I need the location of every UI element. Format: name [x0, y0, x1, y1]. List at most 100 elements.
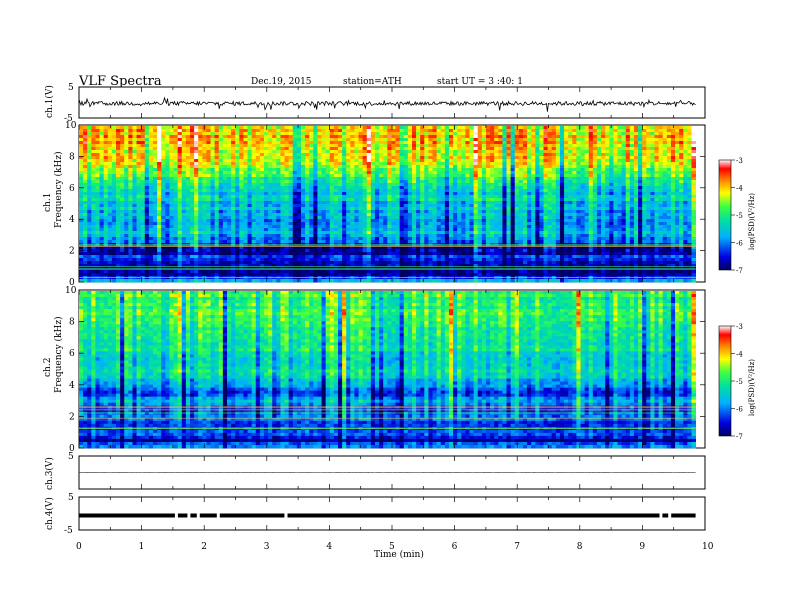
spectrogram-cell [367, 213, 372, 216]
spectrogram-cell [679, 162, 684, 165]
spectrogram-cell [683, 132, 688, 135]
spectrogram-cell [387, 195, 392, 198]
spectrogram-cell [359, 150, 364, 153]
spectrogram-cell [515, 216, 520, 219]
spectrogram-cell [453, 195, 458, 198]
spectrogram-cell [243, 171, 248, 174]
spectrogram-cell [679, 126, 684, 129]
spectrogram-cell [638, 147, 643, 150]
spectrogram-cell [618, 195, 623, 198]
spectrogram-cell [449, 129, 454, 132]
spectrogram-cell [301, 195, 306, 198]
spectrogram-cell [342, 147, 347, 150]
spectrogram-cell [416, 210, 421, 213]
spectrogram-cell [91, 177, 96, 180]
spectrogram-cell [560, 216, 565, 219]
spectrogram-cell [301, 126, 306, 129]
spectrogram-cell [494, 213, 499, 216]
spectrogram-cell [457, 180, 462, 183]
spectrogram-cell [108, 144, 113, 147]
spectrogram-cell [91, 135, 96, 138]
spectrogram-cell [342, 126, 347, 129]
spectrogram-cell [305, 156, 310, 159]
spectrogram-cell [223, 132, 228, 135]
spectrogram-cell [178, 168, 183, 171]
spectrogram-cell [91, 153, 96, 156]
spectrogram-cell [519, 201, 524, 204]
spectrogram-cell [679, 183, 684, 186]
spectrogram-cell [428, 177, 433, 180]
spectrogram-cell [461, 186, 466, 189]
spectrogram-cell [634, 180, 639, 183]
spectrogram-cell [597, 177, 602, 180]
spectrogram-cell [198, 129, 203, 132]
spectrogram-cell [404, 186, 409, 189]
spectrogram-cell [408, 186, 413, 189]
spectrogram-cell [276, 189, 281, 192]
spectrogram-cell [227, 165, 232, 168]
spectrogram-cell [486, 177, 491, 180]
spectrogram-cell [572, 222, 577, 225]
spectrogram-cell [650, 150, 655, 153]
spectrogram-cell [243, 201, 248, 204]
spectrogram-cell [445, 177, 450, 180]
spectrogram-cell [511, 162, 516, 165]
spectrogram-cell [243, 204, 248, 207]
spectrogram-cell [638, 129, 643, 132]
spectrogram-cell [276, 174, 281, 177]
spectrogram-cell [605, 144, 610, 147]
spectrogram-cell [642, 204, 647, 207]
spectrogram-cell [215, 138, 220, 141]
spectrogram-cell [519, 189, 524, 192]
spectrogram-cell [659, 138, 664, 141]
spectrogram-cell [79, 165, 84, 168]
spectrogram-cell [531, 189, 536, 192]
spectrogram-cell [285, 183, 290, 186]
spectrogram-cell [252, 129, 257, 132]
spectrogram-cell [396, 135, 401, 138]
spectrogram-cell [679, 186, 684, 189]
spectrogram-cell [638, 219, 643, 222]
spectrogram-cell [227, 132, 232, 135]
spectrogram-cell [108, 201, 113, 204]
spectrogram-cell [391, 141, 396, 144]
spectrogram-cell [539, 192, 544, 195]
spectrogram-cell [482, 138, 487, 141]
spectrogram-cell [474, 153, 479, 156]
spectrogram-cell [198, 174, 203, 177]
spectrogram-cell [108, 210, 113, 213]
spectrogram-cell [692, 135, 697, 138]
spectrogram-cell [79, 153, 84, 156]
spectrogram-cell [128, 201, 133, 204]
spectrogram-cell [289, 132, 294, 135]
spectrogram-cell [498, 195, 503, 198]
spectrogram-cell [650, 180, 655, 183]
spectrogram-cell [293, 156, 298, 159]
spectrogram-cell [404, 204, 409, 207]
spectrogram-cell [268, 177, 273, 180]
spectrogram-cell [272, 162, 277, 165]
spectrogram-cell [338, 210, 343, 213]
spectrogram-cell [375, 177, 380, 180]
spectrogram-cell [350, 219, 355, 222]
spectrogram-cell [95, 126, 100, 129]
spectrogram-cell [683, 168, 688, 171]
spectrogram-cell [441, 186, 446, 189]
spectrogram-cell [568, 159, 573, 162]
spectrogram-cell [137, 162, 142, 165]
spectrogram-cell [486, 138, 491, 141]
spectrogram-cell [445, 132, 450, 135]
spectrogram-cell [186, 144, 191, 147]
spectrogram-cell [161, 189, 166, 192]
spectrogram-cell [441, 216, 446, 219]
spectrogram-cell [116, 189, 121, 192]
spectrogram-cell [622, 177, 627, 180]
spectrogram-cell [490, 192, 495, 195]
spectrogram-cell [613, 198, 618, 201]
spectrogram-cell [268, 186, 273, 189]
spectrogram-cell [95, 177, 100, 180]
spectrogram-cell [618, 210, 623, 213]
spectrogram-cell [112, 177, 117, 180]
spectrogram-cell [416, 171, 421, 174]
spectrogram-cell [613, 207, 618, 210]
